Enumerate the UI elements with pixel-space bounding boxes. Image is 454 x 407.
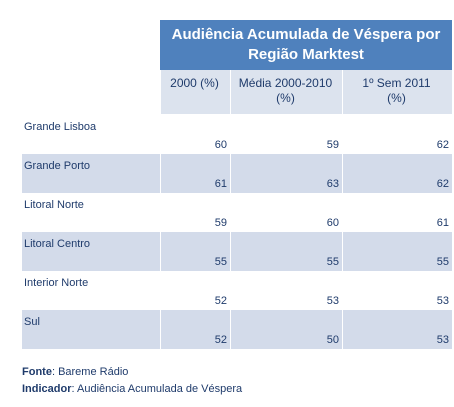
row-label: Grande Porto <box>24 160 91 172</box>
footer-indicator-label: Indicador <box>22 383 72 395</box>
table-cell: 61 <box>436 217 449 229</box>
footer-source-value: : Bareme Rádio <box>51 366 129 378</box>
row-label: Interior Norte <box>24 277 89 289</box>
row-label: Litoral Centro <box>24 238 91 250</box>
table-cell: 55 <box>160 232 230 271</box>
footer-source: Fonte: Bareme Rádio <box>22 366 128 378</box>
table-cell: 52 <box>214 295 227 307</box>
footer-indicator-value: : Audiência Acumulada de Véspera <box>71 383 243 395</box>
column-header-line2: (%) <box>276 91 295 105</box>
table-cell: 50 <box>230 310 342 349</box>
table-title-line1: Audiência Acumulada de Véspera por <box>171 26 441 43</box>
table-row: Grande Lisboa 60 59 62 <box>22 115 452 154</box>
table-title: Audiência Acumulada de Véspera por Regiã… <box>160 20 452 70</box>
footer-source-label: Fonte <box>22 366 52 378</box>
column-header-1sem2011: 1º Sem 2011 (%) <box>342 70 452 114</box>
footer-indicator: Indicador: Audiência Acumulada de Vésper… <box>22 383 242 395</box>
table-row: Litoral Norte 59 60 61 <box>22 193 452 232</box>
column-header-2000: 2000 (%) <box>160 70 230 114</box>
row-label: Grande Lisboa <box>24 121 97 133</box>
table-cell: 60 <box>326 217 339 229</box>
row-label: Litoral Norte <box>24 199 84 211</box>
table-row: Litoral Centro 55 55 55 <box>22 232 452 271</box>
table-cell: 62 <box>342 154 452 193</box>
table-title-line2: Região Marktest <box>248 46 364 63</box>
table-cell: 53 <box>436 295 449 307</box>
table-cell: 55 <box>230 232 342 271</box>
table-cell: 62 <box>436 139 449 151</box>
column-header-line1: Média 2000-2010 <box>238 76 333 90</box>
row-label: Sul <box>24 316 40 328</box>
column-header-line2: (%) <box>387 91 406 105</box>
table-cell: 52 <box>160 310 230 349</box>
table-row: Sul 52 50 53 <box>22 310 452 349</box>
column-header-line1: 1º Sem 2011 <box>362 76 431 90</box>
table-row: Interior Norte 52 53 53 <box>22 271 452 310</box>
column-header-line1: 2000 (%) <box>170 76 219 90</box>
table-row: Grande Porto 61 63 62 <box>22 154 452 193</box>
table-cell: 59 <box>214 217 227 229</box>
table-cell: 60 <box>214 139 227 151</box>
table-cell: 53 <box>326 295 339 307</box>
column-header-media: Média 2000-2010 (%) <box>230 70 342 114</box>
table-cell: 63 <box>230 154 342 193</box>
table-cell: 59 <box>326 139 339 151</box>
table-cell: 53 <box>342 310 452 349</box>
table-cell: 61 <box>160 154 230 193</box>
table-cell: 55 <box>342 232 452 271</box>
